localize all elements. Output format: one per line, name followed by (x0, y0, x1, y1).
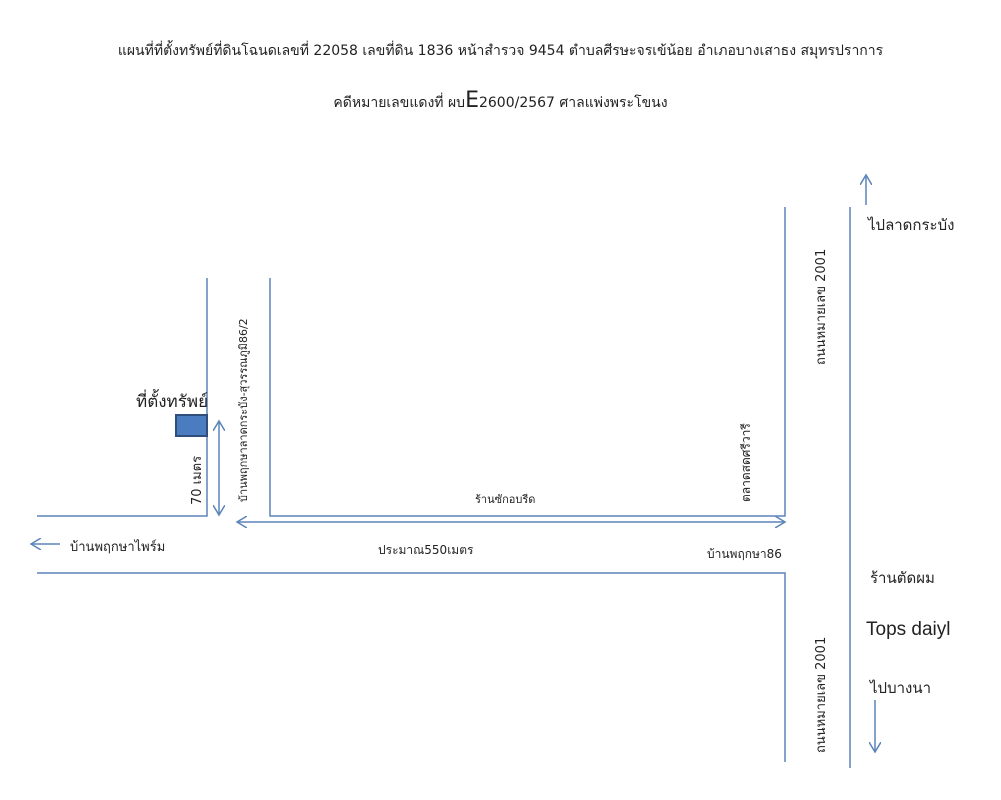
road-2001-top-label: ถนนหมายเลข 2001 (814, 248, 829, 365)
case-prefix: คดีหมายเลขแดงที่ ผบ (333, 95, 466, 111)
pruksa86-label: บ้านพฤกษา86 (707, 547, 782, 561)
to-pruksa-prime-label: บ้านพฤกษาไพร์ม (70, 540, 166, 555)
distance-70-label: 70 เมตร (190, 455, 205, 505)
market-label: ตลาดสดศรีวารี (739, 423, 753, 502)
title-line-2: คดีหมายเลขแดงที่ ผบE2600/2567 ศาลแพ่งพระ… (0, 88, 1001, 114)
property-label: ที่ตั้งทรัพย์ (136, 392, 209, 412)
tops-daily-label: Tops daiyl (866, 619, 951, 640)
property-marker (175, 414, 208, 437)
laundry-label: ร้านซักอบรีด (475, 493, 536, 506)
case-e: E (465, 88, 479, 113)
road-second-soi (269, 207, 786, 517)
approx-550-label: ประมาณ550เมตร (378, 543, 474, 557)
road-left-soi (37, 278, 208, 517)
soi-label: บ้านพฤกษาลาดกระบัง-สุวรรณภูมิ86/2 (237, 318, 250, 502)
to-lat-krabang-label: ไปลาดกระบัง (868, 216, 955, 234)
title-line-1: แผนที่ที่ตั้งทรัพย์ที่ดินโฉนดเลขที่ 2205… (117, 43, 884, 59)
road-main-bottom (37, 572, 786, 762)
to-bang-na-label: ไปบางนา (870, 679, 932, 697)
barber-label: ร้านตัดผม (870, 569, 935, 587)
case-suffix: 2600/2567 ศาลแพ่งพระโขนง (478, 95, 668, 111)
road-2001-bottom-label: ถนนหมายเลข 2001 (814, 636, 829, 753)
